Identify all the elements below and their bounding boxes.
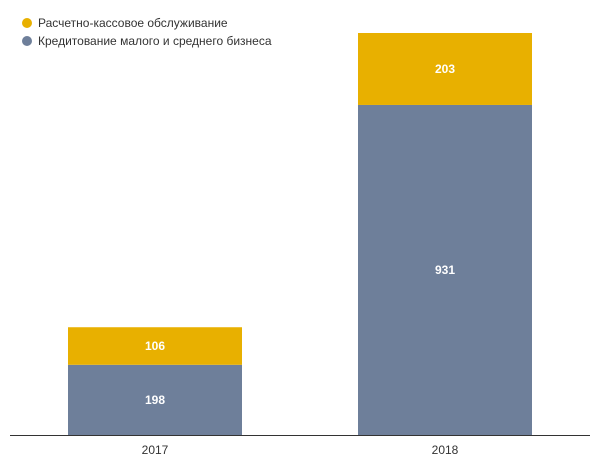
bar-2018-series-0 <box>358 104 532 436</box>
data-label-2017-series-1: 106 <box>145 339 165 353</box>
legend-item-sme-lending: Кредитование малого и среднего бизнеса <box>22 32 272 50</box>
data-label-2017-series-0: 198 <box>145 393 165 407</box>
data-label-2018-series-0: 931 <box>435 263 455 277</box>
bar-2017-series-1 <box>68 327 242 365</box>
data-label-2018-series-1: 203 <box>435 62 455 76</box>
x-tick-label-2018: 2018 <box>432 443 459 457</box>
legend-swatch-sme-lending <box>22 36 32 46</box>
legend: Расчетно-кассовое обслуживание Кредитова… <box>22 14 272 50</box>
legend-label-sme-lending: Кредитование малого и среднего бизнеса <box>38 34 272 48</box>
x-tick-label-2017: 2017 <box>142 443 169 457</box>
legend-item-rko: Расчетно-кассовое обслуживание <box>22 14 272 32</box>
legend-swatch-rko <box>22 18 32 28</box>
bar-2017-series-0 <box>68 364 242 435</box>
legend-label-rko: Расчетно-кассовое обслуживание <box>38 16 228 30</box>
bar-2018-series-1 <box>358 33 532 105</box>
